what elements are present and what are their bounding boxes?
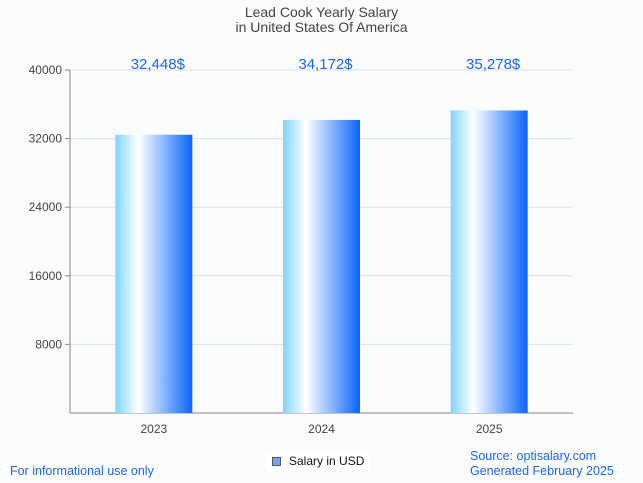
- legend-swatch: [272, 456, 281, 466]
- chart-title: Lead Cook Yearly Salary: [244, 4, 399, 20]
- y-tick-label: 8000: [35, 337, 62, 351]
- disclaimer-text: For informational use only: [10, 464, 154, 478]
- bar-2025: [450, 110, 528, 413]
- source-link[interactable]: Source: optisalary.com: [470, 449, 597, 463]
- data-label: 34,172$: [298, 56, 353, 73]
- y-tick-label: 16000: [29, 269, 63, 283]
- chart-subtitle: in United States Of America: [235, 19, 408, 35]
- legend[interactable]: Salary in USD: [266, 452, 371, 470]
- data-label: 35,278$: [466, 56, 521, 73]
- bar-2024: [283, 119, 360, 413]
- x-tick-label: 2024: [308, 422, 335, 436]
- legend-label: Salary in USD: [289, 454, 365, 468]
- x-tick-label: 2023: [140, 422, 167, 436]
- y-tick-label: 40000: [29, 63, 63, 77]
- generated-date: Generated February 2025: [470, 464, 614, 478]
- bar-2023: [115, 134, 193, 413]
- y-tick-label: 24000: [29, 200, 63, 214]
- x-tick-label: 2025: [476, 422, 503, 436]
- data-label: 32,448$: [131, 56, 186, 73]
- y-tick-label: 32000: [29, 132, 63, 146]
